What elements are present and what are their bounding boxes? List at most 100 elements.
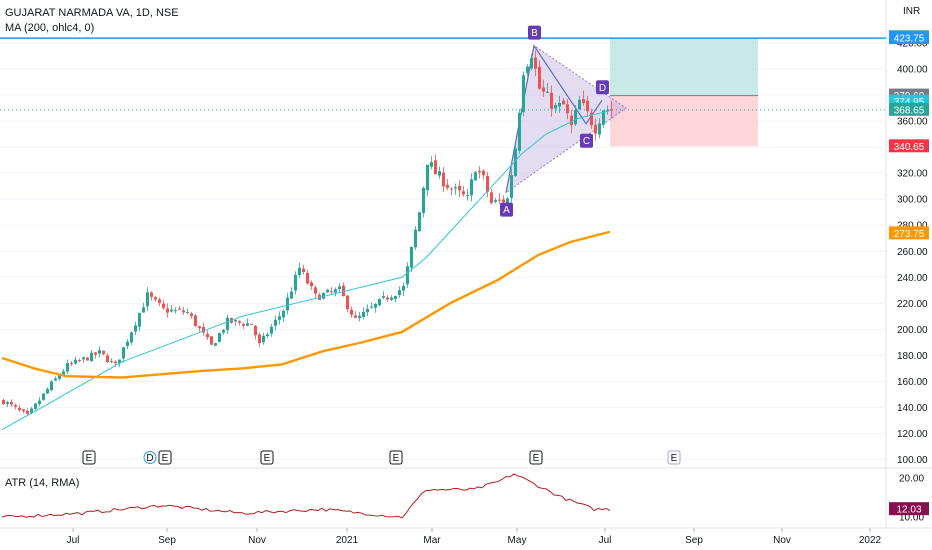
candle: [210, 336, 213, 346]
candle: [594, 118, 597, 141]
candle: [330, 286, 333, 295]
candle-body: [6, 402, 9, 404]
candle: [418, 211, 421, 232]
candle: [494, 197, 497, 204]
candle: [482, 169, 485, 180]
candle-body: [218, 333, 221, 342]
candle: [402, 282, 405, 296]
candle-body: [214, 343, 217, 346]
candle: [298, 262, 301, 279]
candle: [426, 164, 429, 197]
x-tick-label: Nov: [773, 535, 791, 546]
candle-body: [30, 408, 33, 413]
candle-body: [290, 291, 293, 299]
candle: [302, 264, 305, 275]
candle: [6, 400, 9, 407]
candle-body: [494, 199, 497, 202]
candle-body: [78, 360, 81, 362]
candle-body: [158, 299, 161, 304]
earnings-marker-box: [82, 450, 96, 465]
candle-body: [342, 285, 345, 297]
candle: [374, 303, 377, 313]
x-tick-label: Jul: [67, 535, 80, 546]
earnings-marker-text: E: [671, 453, 678, 464]
currency-label: INR: [903, 6, 920, 17]
earnings-marker: E: [529, 450, 543, 465]
candle: [410, 246, 413, 272]
candle-body: [422, 187, 425, 213]
candle-body: [298, 267, 301, 276]
price-badge-text: 340.65: [894, 142, 925, 153]
x-tick-label: Sep: [685, 535, 703, 546]
candle: [370, 302, 373, 309]
price-badge-text: 273.75: [894, 229, 925, 240]
candle: [558, 95, 561, 113]
candle-body: [502, 199, 505, 203]
atr-badge: 12.03: [889, 502, 929, 516]
candle-body: [322, 292, 325, 299]
earnings-marker: E: [260, 450, 274, 465]
candle-body: [242, 323, 245, 326]
candle: [186, 308, 189, 315]
candle: [182, 307, 185, 316]
earnings-marker-box: [667, 450, 681, 465]
ma-legend[interactable]: MA (200, ohlc4, 0): [5, 22, 95, 34]
candle: [458, 180, 461, 198]
earnings-marker-box: [260, 450, 274, 465]
candle-body: [182, 310, 185, 313]
candle-body: [566, 104, 569, 114]
dividend-marker-text: D: [146, 453, 153, 464]
candle-body: [174, 309, 177, 311]
candle-body: [526, 66, 529, 74]
earnings-marker: E: [389, 450, 403, 465]
candle-body: [294, 274, 297, 291]
candle-body: [438, 171, 441, 176]
x-tick-label: Jul: [599, 535, 612, 546]
candle-body: [594, 124, 597, 134]
candle: [590, 108, 593, 129]
candle: [258, 332, 261, 347]
candle-body: [430, 162, 433, 167]
earnings-marker-text: E: [86, 453, 93, 464]
pattern-label-bg: [500, 202, 513, 217]
atr-tick-label: 20.00: [899, 473, 924, 484]
candle: [246, 318, 249, 327]
y-tick-label: 120.00: [897, 429, 928, 440]
candle-body: [354, 315, 357, 318]
candle-body: [550, 92, 553, 109]
candle: [318, 292, 321, 301]
candle: [274, 315, 277, 331]
earnings-marker: E: [667, 450, 681, 465]
candle: [22, 408, 25, 414]
x-tick-label: 2021: [336, 535, 359, 546]
candle-body: [2, 399, 5, 405]
candle: [74, 356, 77, 365]
candle-body: [610, 109, 613, 111]
pattern-label-c: C: [580, 133, 593, 148]
symbol-legend[interactable]: GUJARAT NARMADA VA, 1D, NSE: [5, 7, 179, 19]
candle-body: [366, 308, 369, 313]
price-badge-bg: [889, 226, 929, 240]
candle: [194, 314, 197, 328]
price-badge: 368.65: [889, 102, 929, 116]
atr-legend[interactable]: ATR (14, RMA): [5, 477, 80, 489]
candle: [542, 79, 545, 97]
candle: [198, 325, 201, 332]
candle-body: [42, 393, 45, 400]
candle-body: [402, 285, 405, 291]
candle-body: [462, 191, 465, 195]
candle: [470, 173, 473, 202]
candle-body: [238, 321, 241, 323]
candle-body: [98, 350, 101, 354]
candle-body: [18, 407, 21, 411]
candle: [346, 294, 349, 312]
candle-body: [14, 405, 17, 407]
candle-body: [94, 352, 97, 355]
candle: [82, 356, 85, 363]
candle: [314, 285, 317, 299]
candle-body: [410, 246, 413, 268]
atr-badge-bg: [889, 502, 929, 516]
candle-body: [222, 329, 225, 333]
candle-body: [190, 313, 193, 317]
